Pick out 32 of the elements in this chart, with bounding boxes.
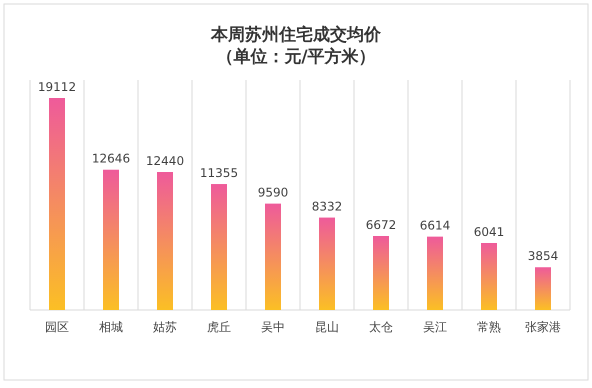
data-label: 11355	[200, 166, 238, 180]
x-tick-label: 虎丘	[207, 320, 231, 334]
x-tick-label: 张家港	[525, 320, 561, 334]
data-label: 12646	[92, 152, 130, 166]
bar	[427, 236, 443, 310]
bar	[373, 236, 389, 310]
data-label: 12440	[146, 154, 184, 168]
data-label: 19112	[38, 80, 76, 94]
x-tick-label: 太仓	[369, 320, 393, 334]
bar	[49, 98, 65, 310]
bar	[319, 218, 335, 310]
bar	[265, 204, 281, 310]
x-tick-label: 相城	[99, 320, 123, 334]
bar	[481, 242, 497, 310]
data-label: 9590	[258, 186, 288, 200]
data-label: 6672	[366, 218, 396, 232]
data-label: 6614	[420, 218, 450, 233]
bar	[535, 267, 551, 310]
bar	[103, 170, 119, 310]
data-label: 8332	[312, 200, 342, 214]
bar	[157, 172, 173, 310]
x-tick-label: 姑苏	[153, 320, 177, 334]
chart-subtitle: （单位：元/平方米）	[216, 47, 376, 67]
chart-title: 本周苏州住宅成交均价	[210, 25, 382, 45]
bar	[211, 184, 227, 310]
x-tick-label: 吴中	[261, 320, 285, 334]
x-tick-label: 昆山	[315, 320, 339, 334]
data-label: 3854	[528, 249, 558, 264]
x-tick-label: 吴江	[423, 320, 447, 334]
data-label: 6041	[474, 224, 504, 239]
x-tick-label: 常熟	[477, 320, 501, 334]
x-tick-label: 园区	[45, 320, 69, 334]
